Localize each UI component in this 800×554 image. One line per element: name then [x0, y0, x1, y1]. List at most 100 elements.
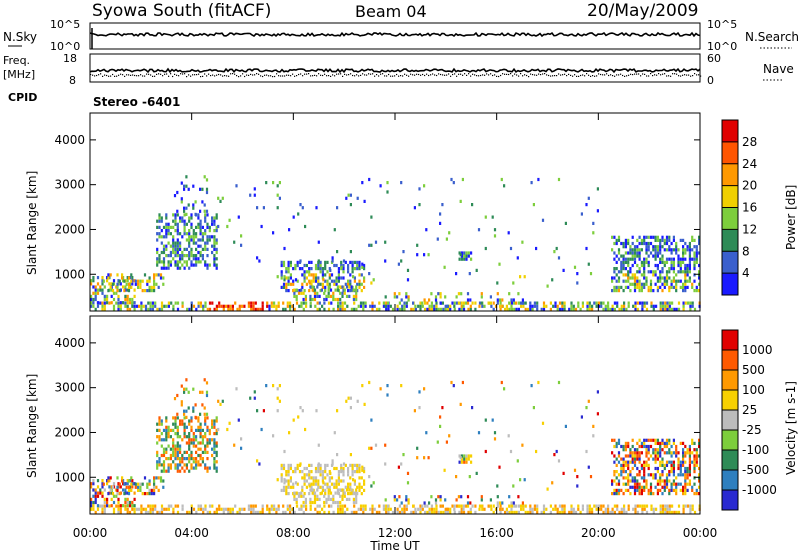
- velocity-cell: [493, 437, 497, 441]
- velocity-cell: [205, 381, 209, 385]
- velocity-cell: [360, 476, 363, 480]
- power-cell: [656, 285, 659, 289]
- velocity-cell: [625, 510, 628, 514]
- power-cell: [358, 285, 361, 289]
- power-cell: [277, 301, 280, 305]
- power-cell: [675, 289, 678, 293]
- velocity-cell: [505, 507, 508, 511]
- power-cell: [235, 184, 238, 188]
- power-cell: [649, 270, 653, 274]
- velocity-cell: [341, 488, 344, 492]
- power-cell: [360, 289, 363, 293]
- power-cell: [602, 301, 605, 305]
- power-cell: [501, 304, 504, 308]
- power-cell: [332, 291, 335, 295]
- nave-point: [518, 75, 520, 77]
- velocity-cell: [446, 510, 449, 514]
- nave-point: [620, 73, 622, 75]
- nave-point: [258, 73, 260, 75]
- power-cell: [536, 307, 539, 311]
- power-cell: [162, 250, 166, 255]
- power-cell: [343, 301, 347, 305]
- power-cell: [331, 256, 334, 260]
- velocity-cell: [656, 470, 659, 474]
- velocity-cell: [289, 507, 292, 511]
- velocity-cell: [401, 510, 404, 514]
- power-cell: [174, 241, 177, 245]
- velocity-cell: [622, 482, 625, 486]
- power-cell: [647, 241, 650, 246]
- power-cell: [368, 243, 371, 247]
- velocity-cell: [143, 476, 147, 480]
- velocity-cell: [151, 510, 154, 514]
- velocity-cell: [643, 438, 646, 442]
- velocity-cell: [645, 482, 648, 486]
- power-cell: [640, 289, 643, 293]
- power-cell: [190, 222, 193, 226]
- power-cell: [508, 301, 511, 305]
- velocity-cell: [176, 450, 179, 454]
- velocity-cell: [176, 428, 179, 432]
- nave-point: [118, 74, 120, 76]
- power-cell: [389, 304, 392, 308]
- velocity-cell: [400, 501, 403, 505]
- velocity-cell: [162, 469, 166, 473]
- power-cell: [499, 307, 502, 311]
- power-cell: [323, 297, 326, 302]
- velocity-cell: [231, 510, 234, 514]
- velocity-cell: [617, 451, 621, 455]
- power-cell: [195, 225, 198, 229]
- power-cell: [282, 260, 286, 264]
- nave-point: [318, 73, 320, 75]
- velocity-cell: [387, 507, 390, 511]
- velocity-cell: [659, 488, 662, 492]
- power-cell: [645, 260, 648, 264]
- power-cell: [688, 257, 691, 261]
- velocity-cell: [631, 485, 634, 489]
- velocity-cell: [668, 488, 671, 492]
- power-cell: [276, 275, 279, 279]
- velocity-cell: [192, 466, 195, 470]
- velocity-cell: [510, 504, 514, 508]
- power-cell: [229, 307, 232, 311]
- power-cell: [341, 291, 344, 295]
- velocity-cell: [108, 485, 111, 489]
- power-cell: [160, 260, 163, 264]
- power-cell: [615, 279, 618, 283]
- power-cell: [345, 294, 349, 298]
- nave-point: [542, 73, 544, 75]
- nave-point: [360, 74, 362, 76]
- nave-point: [570, 74, 572, 76]
- nave-point: [642, 73, 644, 75]
- velocity-cell: [492, 504, 495, 508]
- velocity-cell: [266, 504, 269, 508]
- power-cell: [337, 301, 340, 305]
- power-cell: [197, 301, 200, 305]
- velocity-cell: [169, 428, 172, 432]
- velocity-cell: [116, 488, 119, 492]
- velocity-cell: [289, 466, 292, 471]
- velocity-cell: [326, 485, 329, 489]
- velocity-cell: [670, 460, 673, 464]
- colorbar-tick-label: 100: [742, 383, 765, 397]
- power-cell: [303, 273, 306, 277]
- velocity-cell: [592, 424, 595, 428]
- power-cell: [278, 196, 281, 200]
- velocity-cell: [361, 465, 364, 469]
- velocity-cell: [141, 492, 144, 496]
- velocity-cell: [471, 406, 474, 410]
- power-cell: [693, 245, 696, 249]
- velocity-cell: [195, 457, 198, 461]
- velocity-cell: [439, 498, 442, 502]
- power-cell: [192, 263, 195, 267]
- power-cell: [591, 304, 594, 308]
- velocity-cell: [327, 488, 330, 492]
- power-cell: [659, 241, 662, 246]
- power-cell: [682, 254, 685, 258]
- power-cell: [173, 194, 177, 198]
- velocity-cell: [241, 507, 244, 511]
- velocity-cell: [250, 510, 253, 514]
- power-cell: [294, 278, 298, 282]
- power-cell: [137, 279, 140, 283]
- velocity-cell: [151, 504, 154, 508]
